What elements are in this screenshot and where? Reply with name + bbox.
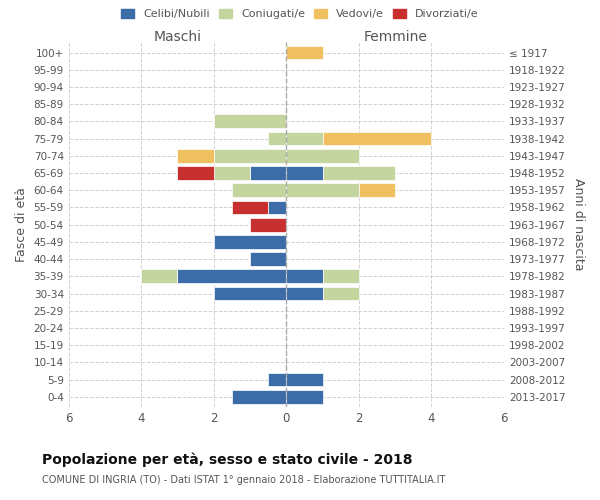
Bar (286, 184, 359, 197)
Bar (232, 390, 286, 404)
Bar (286, 149, 359, 162)
Bar (323, 132, 431, 145)
Text: Maschi: Maschi (154, 30, 202, 44)
Bar (323, 270, 359, 283)
Bar (178, 270, 286, 283)
Bar (286, 46, 323, 60)
Bar (268, 372, 286, 386)
Legend: Celibi/Nubili, Coniugati/e, Vedovi/e, Divorziati/e: Celibi/Nubili, Coniugati/e, Vedovi/e, Di… (118, 6, 482, 22)
Bar (232, 184, 286, 197)
Y-axis label: Fasce di età: Fasce di età (15, 187, 28, 262)
Text: COMUNE DI INGRIA (TO) - Dati ISTAT 1° gennaio 2018 - Elaborazione TUTTITALIA.IT: COMUNE DI INGRIA (TO) - Dati ISTAT 1° ge… (42, 475, 445, 485)
Bar (268, 200, 286, 214)
Text: Popolazione per età, sesso e stato civile - 2018: Popolazione per età, sesso e stato civil… (42, 452, 413, 467)
Bar (286, 132, 323, 145)
Bar (250, 218, 286, 232)
Bar (250, 166, 286, 180)
Bar (268, 132, 286, 145)
Bar (178, 149, 214, 162)
Bar (214, 286, 286, 300)
Bar (359, 184, 395, 197)
Bar (286, 390, 323, 404)
Bar (286, 270, 323, 283)
Y-axis label: Anni di nascita: Anni di nascita (572, 178, 585, 271)
Bar (214, 166, 250, 180)
Bar (214, 149, 286, 162)
Bar (141, 270, 178, 283)
Text: Femmine: Femmine (363, 30, 427, 44)
Bar (250, 252, 286, 266)
Bar (214, 114, 286, 128)
Bar (232, 200, 268, 214)
Bar (323, 166, 395, 180)
Bar (286, 372, 323, 386)
Bar (286, 166, 323, 180)
Bar (214, 235, 286, 249)
Bar (323, 286, 359, 300)
Bar (286, 286, 323, 300)
Bar (178, 166, 214, 180)
